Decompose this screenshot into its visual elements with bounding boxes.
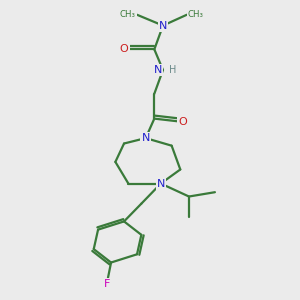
- Text: O: O: [120, 44, 128, 54]
- Text: O: O: [178, 117, 187, 127]
- Text: N: N: [157, 178, 165, 188]
- Text: H: H: [169, 65, 176, 75]
- Text: CH₃: CH₃: [188, 10, 204, 19]
- Text: CH₃: CH₃: [120, 10, 136, 19]
- Text: N: N: [142, 133, 150, 143]
- Text: N: N: [154, 65, 162, 75]
- Text: N: N: [159, 21, 167, 31]
- Text: F: F: [103, 279, 110, 289]
